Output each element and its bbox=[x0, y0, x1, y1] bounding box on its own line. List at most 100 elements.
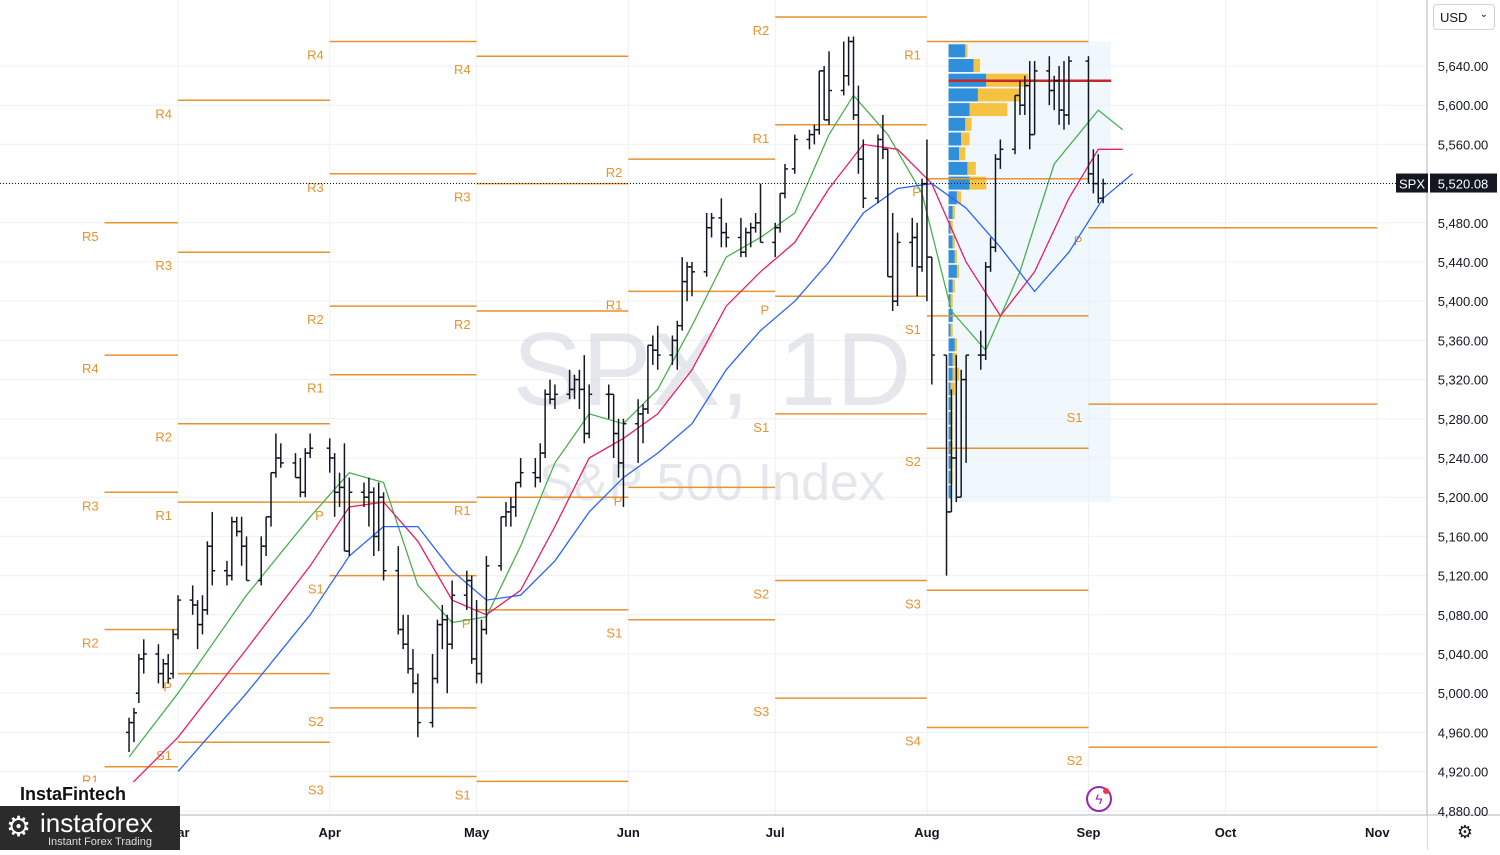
pivot-label: S1 bbox=[308, 582, 324, 597]
volume-profile-bar-down bbox=[977, 88, 1020, 102]
price-tick-label: 5,480.00 bbox=[1438, 216, 1489, 231]
lightning-icon[interactable]: ϟ bbox=[1086, 786, 1112, 812]
volume-profile-bar-down bbox=[956, 191, 962, 205]
pivot-label: R4 bbox=[454, 62, 471, 77]
pivot-label: P bbox=[614, 493, 623, 508]
volume-profile-bar-up bbox=[948, 206, 953, 219]
price-tick-label: 5,280.00 bbox=[1438, 412, 1489, 427]
pivot-label: S1 bbox=[606, 626, 622, 641]
price-tick-label: 5,360.00 bbox=[1438, 333, 1489, 348]
volume-profile-bar-down bbox=[956, 264, 960, 278]
pivot-label: S2 bbox=[753, 587, 769, 602]
pivot-label: R2 bbox=[454, 317, 471, 332]
volume-profile-bar-down bbox=[954, 250, 957, 264]
price-tag-symbol: SPX bbox=[1399, 177, 1425, 192]
volume-profile-bar-up bbox=[948, 44, 966, 58]
volume-profile-bar-down bbox=[950, 323, 953, 337]
volume-profile-bar-down bbox=[950, 294, 953, 308]
pivot-label: R3 bbox=[454, 190, 471, 205]
volume-profile-bar-up bbox=[948, 176, 970, 190]
volume-profile-bar-up bbox=[948, 323, 951, 337]
moving-average-line-1 bbox=[128, 94, 1124, 758]
price-tick-label: 5,160.00 bbox=[1438, 529, 1489, 544]
currency-select[interactable]: USD ⌄ bbox=[1433, 4, 1495, 30]
volume-profile-bar-up bbox=[948, 367, 953, 381]
price-tick-label: 5,000.00 bbox=[1438, 686, 1489, 701]
pivot-label: S1 bbox=[1067, 410, 1083, 425]
settings-gear-icon[interactable]: ⚙ bbox=[1456, 822, 1474, 842]
time-tick-label: May bbox=[464, 825, 490, 840]
volume-profile-bar-up bbox=[948, 59, 974, 72]
volume-profile-bar-up bbox=[948, 426, 951, 440]
pivot-label: S1 bbox=[156, 748, 172, 763]
price-tag-symbol-bg bbox=[1396, 173, 1428, 193]
volume-profile-bar-up bbox=[948, 294, 951, 308]
pivot-label: R2 bbox=[155, 430, 172, 445]
pivot-label: S2 bbox=[1067, 753, 1083, 768]
volume-profile-bar-up bbox=[948, 279, 953, 293]
price-tick-label: 5,080.00 bbox=[1438, 608, 1489, 623]
volume-profile-bar-down bbox=[961, 132, 970, 146]
volume-profile-bar-up bbox=[948, 220, 951, 234]
pivot-label: R2 bbox=[82, 636, 99, 651]
volume-profile-bar-down bbox=[973, 59, 981, 72]
volume-profile-bar-down bbox=[950, 220, 953, 234]
volume-profile-bar-down bbox=[965, 44, 968, 58]
pivot-label: R2 bbox=[753, 23, 770, 38]
price-axis[interactable]: 5,640.005,600.005,560.005,520.005,480.00… bbox=[1438, 59, 1489, 819]
volume-profile-bar-down bbox=[969, 176, 987, 190]
volume-profile-bar-down bbox=[965, 117, 972, 131]
volume-profile-bar-up bbox=[948, 250, 955, 264]
instaforex-tagline: Instant Forex Trading bbox=[48, 836, 152, 848]
pivot-label: S3 bbox=[753, 704, 769, 719]
time-tick-label: Apr bbox=[319, 825, 341, 840]
volume-profile-bar-up bbox=[948, 411, 951, 425]
volume-profile-bar-down bbox=[950, 382, 955, 396]
pivot-label: S3 bbox=[308, 783, 324, 798]
price-tick-label: 5,240.00 bbox=[1438, 451, 1489, 466]
pivot-label: P bbox=[1074, 234, 1083, 249]
instaforex-gear-icon: ⚙ bbox=[6, 811, 32, 842]
price-tick-label: 5,600.00 bbox=[1438, 98, 1489, 113]
volume-profile-bar-up bbox=[948, 147, 960, 161]
moving-average-line-2 bbox=[128, 143, 1123, 787]
volume-profile-bar-up bbox=[948, 264, 957, 278]
pivot-label: R4 bbox=[307, 48, 324, 63]
instafintech-logo: InstaFintech bbox=[12, 782, 135, 810]
pivot-label: R1 bbox=[307, 381, 324, 396]
volume-profile-bar-up bbox=[948, 470, 951, 484]
volume-profile-bar-down bbox=[967, 161, 976, 175]
time-tick-label: Jul bbox=[766, 825, 785, 840]
price-tick-label: 5,320.00 bbox=[1438, 373, 1489, 388]
pivot-label: R1 bbox=[606, 297, 623, 312]
volume-profile-bar-up bbox=[948, 485, 951, 499]
price-axis-background bbox=[1427, 0, 1500, 850]
price-tick-label: 5,400.00 bbox=[1438, 294, 1489, 309]
volume-profile-bar-up bbox=[948, 353, 953, 366]
time-tick-label: Oct bbox=[1215, 825, 1237, 840]
pivot-label: R5 bbox=[82, 229, 99, 244]
moving-average-line-3 bbox=[177, 173, 1133, 773]
pivot-label: R3 bbox=[82, 498, 99, 513]
currency-label: USD bbox=[1440, 9, 1468, 25]
pivot-label: R1 bbox=[904, 48, 921, 63]
pivot-label: R2 bbox=[307, 312, 324, 327]
price-tick-label: 4,880.00 bbox=[1438, 804, 1489, 819]
volume-profile-bar-up bbox=[948, 117, 966, 131]
volume-profile-bar-down bbox=[969, 103, 1008, 117]
price-bars bbox=[126, 36, 1107, 752]
pivot-label: P bbox=[462, 616, 471, 631]
volume-profile-bar-up bbox=[948, 161, 968, 175]
volume-profile-bar-down bbox=[959, 147, 966, 161]
pivot-label: S3 bbox=[905, 596, 921, 611]
pivot-label: S1 bbox=[455, 787, 471, 802]
pivot-label: R4 bbox=[82, 361, 99, 376]
volume-profile-bar-up bbox=[948, 455, 951, 469]
watermark-symbol: SPX, 1D bbox=[513, 312, 912, 428]
volume-profile-bar-up bbox=[948, 88, 978, 102]
price-tick-label: 5,200.00 bbox=[1438, 490, 1489, 505]
watermark-name: S&P 500 Index bbox=[539, 454, 885, 512]
